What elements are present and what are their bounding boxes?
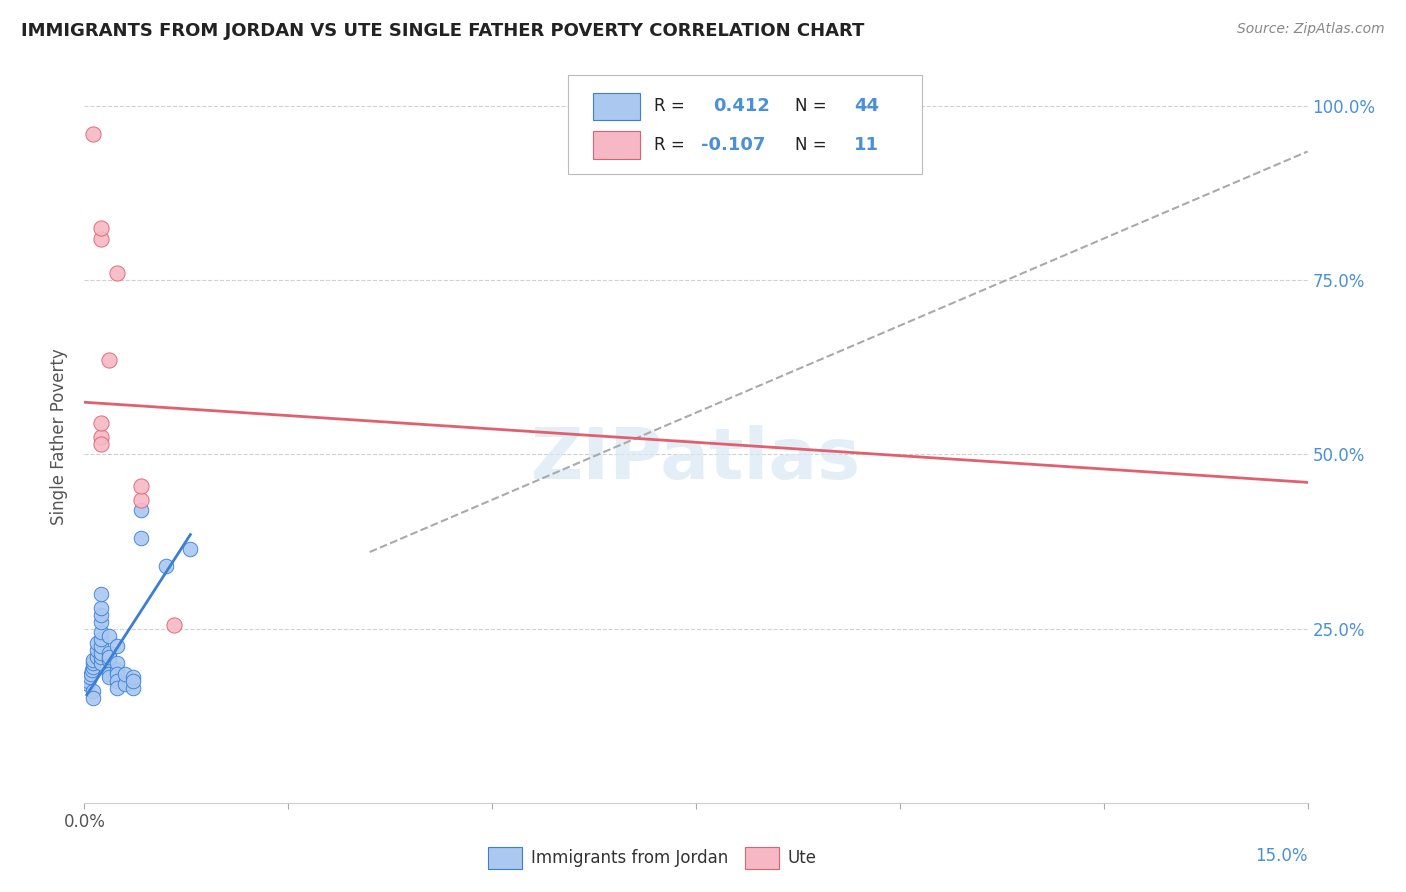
Point bbox=[80, 664, 103, 678]
Point bbox=[82, 684, 104, 698]
Point bbox=[105, 673, 128, 688]
Point bbox=[105, 667, 128, 681]
Text: ZIPatlas: ZIPatlas bbox=[531, 425, 860, 493]
Point bbox=[90, 231, 112, 245]
Bar bbox=[745, 847, 779, 869]
Text: 0.412: 0.412 bbox=[713, 97, 770, 115]
Point bbox=[77, 677, 100, 691]
Point bbox=[90, 221, 112, 235]
Point bbox=[105, 664, 128, 678]
Text: 11: 11 bbox=[853, 136, 879, 154]
Point bbox=[90, 615, 112, 629]
Point bbox=[155, 558, 177, 573]
Point bbox=[131, 531, 153, 545]
Point bbox=[97, 646, 120, 660]
Point bbox=[86, 635, 108, 649]
Point bbox=[82, 657, 104, 671]
Point bbox=[77, 673, 100, 688]
Point bbox=[90, 646, 112, 660]
Point bbox=[179, 541, 201, 556]
Point bbox=[105, 681, 128, 695]
Bar bbox=[593, 93, 640, 120]
Text: Source: ZipAtlas.com: Source: ZipAtlas.com bbox=[1237, 22, 1385, 37]
Text: N =: N = bbox=[794, 97, 832, 115]
Bar bbox=[488, 847, 522, 869]
Text: Ute: Ute bbox=[787, 848, 817, 867]
Text: R =: R = bbox=[654, 136, 690, 154]
Text: R =: R = bbox=[654, 97, 690, 115]
Point bbox=[97, 353, 120, 368]
Point bbox=[90, 625, 112, 640]
Point bbox=[90, 600, 112, 615]
Point bbox=[97, 653, 120, 667]
Point bbox=[90, 416, 112, 430]
Point bbox=[82, 127, 104, 141]
FancyBboxPatch shape bbox=[568, 75, 922, 174]
Text: 44: 44 bbox=[853, 97, 879, 115]
Text: 15.0%: 15.0% bbox=[1256, 847, 1308, 864]
Point bbox=[90, 657, 112, 671]
Point bbox=[90, 430, 112, 444]
Point bbox=[86, 642, 108, 657]
Point bbox=[97, 667, 120, 681]
Point bbox=[86, 649, 108, 664]
Point bbox=[163, 618, 186, 632]
Y-axis label: Single Father Poverty: Single Father Poverty bbox=[51, 349, 69, 525]
Point bbox=[122, 681, 145, 695]
Text: Immigrants from Jordan: Immigrants from Jordan bbox=[531, 848, 728, 867]
Point bbox=[122, 670, 145, 684]
Point bbox=[90, 437, 112, 451]
Bar bbox=[593, 131, 640, 159]
Point bbox=[90, 632, 112, 646]
Point bbox=[97, 629, 120, 643]
Point bbox=[131, 492, 153, 507]
Point bbox=[114, 667, 136, 681]
Point bbox=[105, 657, 128, 671]
Point bbox=[79, 670, 101, 684]
Text: N =: N = bbox=[794, 136, 832, 154]
Point bbox=[90, 587, 112, 601]
Point bbox=[82, 691, 104, 706]
Point bbox=[80, 667, 103, 681]
Point bbox=[90, 607, 112, 622]
Text: IMMIGRANTS FROM JORDAN VS UTE SINGLE FATHER POVERTY CORRELATION CHART: IMMIGRANTS FROM JORDAN VS UTE SINGLE FAT… bbox=[21, 22, 865, 40]
Point bbox=[114, 677, 136, 691]
Text: -0.107: -0.107 bbox=[700, 136, 765, 154]
Point bbox=[82, 660, 104, 674]
Point bbox=[105, 266, 128, 280]
Point bbox=[122, 673, 145, 688]
Point bbox=[105, 639, 128, 653]
Point bbox=[90, 639, 112, 653]
Point bbox=[97, 670, 120, 684]
Point bbox=[131, 479, 153, 493]
Point bbox=[97, 649, 120, 664]
Point bbox=[82, 653, 104, 667]
Point bbox=[131, 503, 153, 517]
Point bbox=[90, 649, 112, 664]
